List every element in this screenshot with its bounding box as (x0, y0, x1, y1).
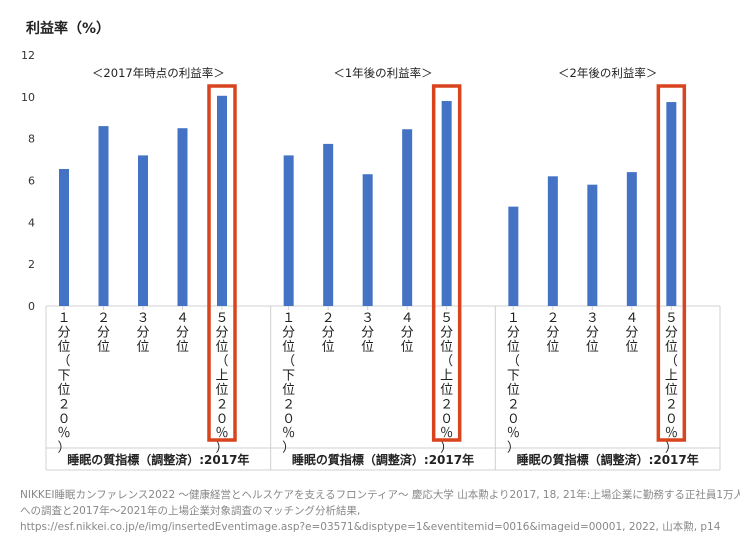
source-line-3: https://esf.nikkei.co.jp/e/img/insertedE… (20, 521, 721, 533)
source-line-2: への調査と2017年〜2021年の上場企業対象調査のマッチング分析結果, (20, 505, 361, 517)
bar (441, 101, 452, 307)
highlight-box (656, 84, 687, 442)
category-label: ５分位（上位２０％） (440, 311, 453, 456)
bar (666, 102, 677, 306)
category-axis-label: 睡眠の質指標（調整済）:2017年 (517, 452, 699, 467)
y-tick-label: 8 (28, 133, 35, 146)
y-tick-label: 10 (21, 91, 35, 104)
bar (508, 206, 519, 306)
y-tick-label: 12 (21, 49, 35, 62)
bar (402, 129, 413, 306)
y-tick-label: 2 (28, 258, 35, 271)
bar (138, 155, 148, 306)
category-label: ５分位（上位２０％） (665, 311, 678, 456)
panel-title: ＜1年後の利益率＞ (333, 66, 432, 80)
bar (323, 143, 334, 306)
category-label: ４分位 (176, 311, 189, 355)
bar (217, 95, 227, 306)
category-label: ３分位 (586, 311, 599, 355)
bar (547, 176, 558, 306)
panel-title: ＜2017年時点の利益率＞ (92, 66, 225, 80)
category-label: ２分位 (97, 311, 110, 355)
bar (59, 168, 69, 306)
category-label: ４分位 (625, 311, 638, 355)
bar (362, 174, 373, 306)
category-label: ３分位 (136, 311, 149, 355)
y-tick-label: 0 (28, 300, 35, 313)
category-label: ３分位 (361, 311, 374, 355)
category-label: １分位（下位２０％） (57, 311, 70, 456)
bar (98, 126, 109, 306)
category-label: ２分位 (322, 311, 335, 355)
y-axis-title: 利益率（%） (26, 21, 111, 37)
source-line-1: NIKKEI睡眠カンファレンス2022 〜健康経営とヘルスケアを支えるフロンティ… (20, 489, 740, 501)
category-label: ４分位 (401, 311, 414, 355)
category-label: １分位（下位２０％） (282, 311, 295, 456)
bar (283, 155, 294, 306)
category-label: ２分位 (546, 311, 559, 355)
highlight-box (207, 84, 237, 442)
category-axis-label: 睡眠の質指標（調整済）:2017年 (292, 452, 474, 467)
panel-title: ＜2年後の利益率＞ (558, 66, 657, 80)
highlight-box (431, 84, 462, 442)
bar-chart: 0 2 4 6 8 10 12 ＜2017年時点の利益率＞ １分位（下位２０％） ２分位 ３分位 ４分… (21, 49, 721, 471)
category-axis-label: 睡眠の質指標（調整済）:2017年 (67, 452, 249, 467)
bar (587, 184, 598, 306)
y-tick-label: 6 (28, 175, 35, 188)
y-tick-label: 4 (28, 216, 35, 229)
source-note: NIKKEI睡眠カンファレンス2022 〜健康経営とヘルスケアを支えるフロンティ… (20, 487, 740, 535)
category-label: ５分位（上位２０％） (215, 311, 228, 456)
category-label: １分位（下位２０％） (507, 311, 520, 456)
bar (626, 172, 637, 306)
bar (177, 128, 188, 306)
